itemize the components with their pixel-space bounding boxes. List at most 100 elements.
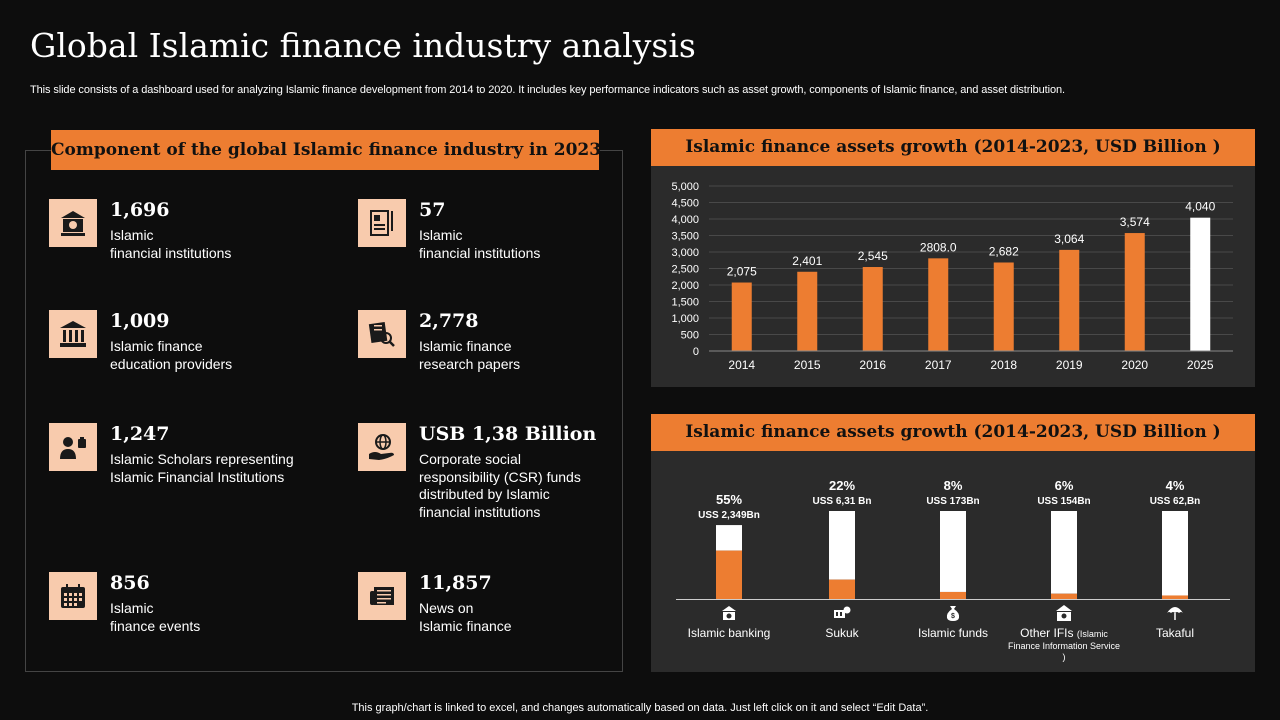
newspaper-icon (358, 572, 406, 620)
kpi-value: 1,696 (110, 199, 170, 221)
percent-label: 6% (1055, 478, 1074, 493)
percent-label: 55% (716, 492, 742, 507)
y-tick-label: 5,000 (671, 181, 699, 193)
page-subtitle: This slide consists of a dashboard used … (30, 84, 1065, 96)
sukuk-icon (834, 606, 851, 618)
y-tick-label: 3,000 (671, 247, 699, 259)
category-label: Islamic banking (688, 626, 771, 640)
amount-label: USS 6,31 Bn (813, 496, 872, 507)
x-tick-label: 2025 (1187, 358, 1214, 372)
kpi-value: 11,857 (419, 572, 492, 594)
bar (993, 262, 1014, 351)
x-tick-label: 2014 (728, 358, 755, 372)
calendar-icon (49, 572, 97, 620)
percent-label: 4% (1166, 478, 1185, 493)
y-tick-label: 4,000 (671, 214, 699, 226)
asset-distribution-bar-chart: 55% USS 2,349Bn Islamic banking 22% USS 6,31… (676, 478, 1230, 662)
bar-remainder (1162, 511, 1188, 596)
kpi-label: Islamic finance education providers (110, 338, 233, 372)
bank-building-icon (49, 199, 97, 247)
x-tick-label: 2018 (990, 358, 1017, 372)
category-label: Sukuk (825, 626, 859, 640)
bar (797, 271, 818, 351)
bar (1059, 249, 1080, 351)
x-tick-label: 2017 (925, 358, 952, 372)
category-note: Finance Information Service (1008, 641, 1120, 651)
institution-icon (49, 310, 97, 358)
footer-note: This graph/chart is linked to excel, and… (351, 702, 929, 714)
kpi-value: 1,009 (110, 310, 170, 332)
bar (862, 267, 883, 351)
percent-label: 8% (944, 478, 963, 493)
category-label: Takaful (1156, 626, 1194, 640)
amount-label: USS 154Bn (1037, 496, 1090, 507)
kpi-label: Islamic financial institutions (110, 227, 232, 261)
globe-hand-icon (358, 423, 406, 471)
y-tick-label: 3,500 (671, 231, 699, 243)
y-tick-label: 1,000 (671, 313, 699, 325)
data-label: 2,401 (792, 254, 822, 268)
components-header: Component of the global Islamic finance … (51, 130, 601, 170)
bar-share (1162, 595, 1188, 599)
kpi-label: Islamic finance research papers (419, 338, 521, 372)
bar (731, 282, 752, 351)
scholars-icon (49, 423, 97, 471)
amount-label: USS 173Bn (926, 496, 979, 507)
data-label: 3,064 (1054, 232, 1084, 246)
assets-growth-chart-title: Islamic finance assets growth (2014-2023… (651, 129, 1255, 166)
asset-distribution-chart-title: Islamic finance assets growth (2014-2023… (651, 414, 1255, 451)
kpi-value: 856 (110, 572, 150, 594)
bar-remainder (716, 525, 742, 551)
y-tick-label: 0 (693, 346, 699, 358)
category-note: ) (1063, 652, 1066, 662)
kpi-label: Islamic finance events (110, 600, 201, 634)
bar (1124, 233, 1145, 351)
y-tick-label: 2,000 (671, 280, 699, 292)
x-tick-label: 2016 (859, 358, 886, 372)
data-label: 4,040 (1185, 200, 1215, 214)
amount-label: USS 62,Bn (1150, 496, 1201, 507)
category-label: Other IFIs (Islamic (1020, 626, 1108, 640)
institution-icon (1056, 605, 1072, 621)
bar-remainder (940, 511, 966, 592)
y-tick-label: 4,500 (671, 198, 699, 210)
data-label: 2,682 (989, 244, 1019, 258)
data-label: 2,545 (858, 249, 888, 263)
assets-growth-bar-chart: 0 500 1,000 1,500 2,000 2,500 3,000 3,500 4,000 4… (671, 181, 1233, 372)
kpi-label: Islamic Scholars representing Islamic Fi… (110, 451, 294, 485)
bar-remainder (1051, 511, 1077, 594)
category-label: Islamic funds (918, 626, 988, 640)
bar-share (716, 550, 742, 599)
percent-label: 22% (829, 478, 855, 493)
y-tick-label: 500 (681, 330, 699, 342)
kpi-value: 2,778 (419, 310, 479, 332)
bar (928, 258, 949, 351)
amount-label: USS 2,349Bn (698, 510, 760, 521)
money-bag-icon: $ (946, 606, 960, 621)
y-tick-label: 2,500 (671, 264, 699, 276)
bar-share (829, 579, 855, 599)
kpi-value: 57 (419, 199, 446, 221)
data-label: 2,075 (727, 265, 757, 279)
bar-remainder (829, 511, 855, 580)
data-label: 2808.0 (920, 240, 957, 254)
bar-share (1051, 593, 1077, 599)
x-tick-label: 2020 (1121, 358, 1148, 372)
umbrella-icon (1167, 607, 1183, 620)
x-tick-label: 2015 (794, 358, 821, 372)
research-papers-icon (358, 310, 406, 358)
x-tick-label: 2019 (1056, 358, 1083, 372)
data-label: 3,574 (1120, 215, 1150, 229)
certificate-icon (358, 199, 406, 247)
y-tick-label: 1,500 (671, 297, 699, 309)
bar-share (940, 591, 966, 599)
kpi-label: News on Islamic finance (419, 600, 512, 634)
page-title: Global Islamic finance industry analysis (30, 26, 696, 65)
kpi-value: USB 1,38 Billion (419, 423, 597, 445)
kpi-value: 1,247 (110, 423, 170, 445)
kpi-label: Corporate social responsibility (CSR) fu… (419, 451, 581, 520)
bar (1190, 217, 1211, 351)
svg-text:$: $ (951, 613, 955, 620)
kpi-label: Islamic financial institutions (419, 227, 541, 261)
bank-icon (722, 606, 736, 620)
